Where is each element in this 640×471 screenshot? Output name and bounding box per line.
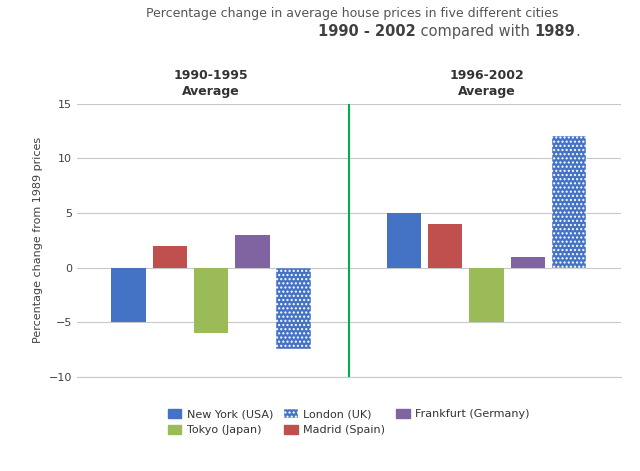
Bar: [511, 257, 545, 268]
Bar: [152, 246, 187, 268]
Bar: [469, 268, 504, 322]
Text: 1989: 1989: [534, 24, 575, 40]
Text: .: .: [575, 24, 580, 40]
Legend: New York (USA), Tokyo (Japan), London (UK), Madrid (Spain), Frankfurt (Germany): New York (USA), Tokyo (Japan), London (U…: [163, 404, 534, 439]
Bar: [111, 268, 146, 322]
Text: compared with: compared with: [416, 24, 534, 40]
Text: Average: Average: [458, 85, 515, 98]
Bar: [276, 268, 311, 349]
Bar: [428, 224, 463, 268]
Text: Percentage change in average house prices in five different cities: Percentage change in average house price…: [146, 7, 558, 20]
Bar: [235, 235, 269, 268]
Bar: [552, 137, 586, 268]
Text: 1990-1995: 1990-1995: [174, 69, 248, 82]
Bar: [387, 213, 421, 268]
Text: Average: Average: [182, 85, 240, 98]
Bar: [194, 268, 228, 333]
Y-axis label: Percentage change from 1989 prices: Percentage change from 1989 prices: [33, 137, 43, 343]
Text: 1990 - 2002: 1990 - 2002: [318, 24, 416, 40]
Text: 1996-2002: 1996-2002: [449, 69, 524, 82]
